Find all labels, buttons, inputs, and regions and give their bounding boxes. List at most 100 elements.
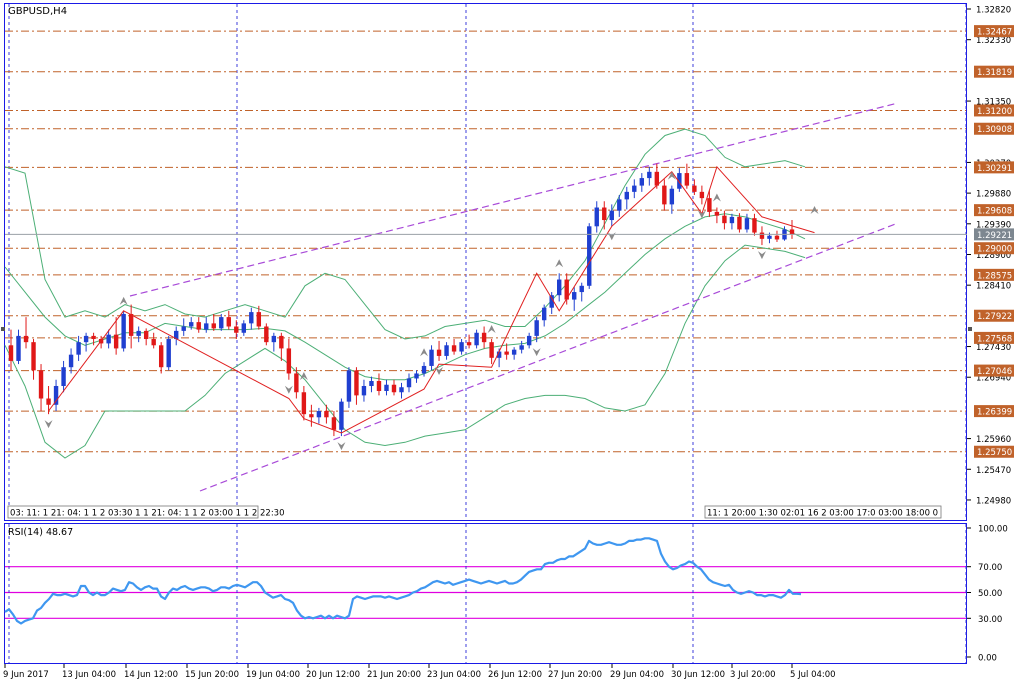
level-tag-bg xyxy=(974,268,1014,281)
candle xyxy=(504,343,509,360)
fractal-up-icon xyxy=(299,371,308,380)
fractal-down-icon xyxy=(757,251,766,260)
candle xyxy=(31,339,36,380)
candle-body xyxy=(256,312,262,327)
candle xyxy=(647,166,652,186)
candle xyxy=(669,185,675,214)
level-tag-label: 1.27922 xyxy=(977,312,1012,322)
candle-body xyxy=(609,210,614,221)
candle-body xyxy=(271,335,277,343)
candle-body xyxy=(23,335,29,343)
candle-body xyxy=(639,178,645,186)
candle xyxy=(211,313,216,331)
candle-body xyxy=(324,411,329,418)
candle xyxy=(331,411,337,437)
candle xyxy=(714,207,720,224)
candle-body xyxy=(602,207,607,221)
candle xyxy=(256,305,262,330)
candle xyxy=(737,213,742,233)
x-tick-label: 21 Jun 20:00 xyxy=(367,670,421,680)
candle xyxy=(654,163,660,189)
candle-body xyxy=(391,384,397,393)
y-tick-label: 1.25960 xyxy=(976,435,1011,445)
candle-body xyxy=(714,211,720,216)
price-axis: 1.328201.323301.313501.303701.298801.293… xyxy=(967,6,1014,506)
level-tag-label: 1.30291 xyxy=(977,164,1012,174)
candle xyxy=(166,335,171,371)
x-tick-label: 3 Jul 20:00 xyxy=(730,670,776,680)
rsi-y-tick-label: 0.00 xyxy=(978,654,997,664)
candle-body xyxy=(279,335,284,349)
candle-body xyxy=(549,295,554,308)
candle xyxy=(572,287,577,311)
candle-body xyxy=(436,349,442,356)
time-axis: 9 Jun 2017 13 Jun 04:00 14 Jun 12:00 15 Jun… xyxy=(3,664,836,680)
candle xyxy=(158,342,164,374)
candle xyxy=(23,317,29,349)
candle-body xyxy=(189,322,194,327)
candle xyxy=(444,342,449,360)
level-tag-label: 1.32467 xyxy=(977,28,1012,38)
channel-lower-line xyxy=(199,222,899,492)
candle-body xyxy=(421,365,427,374)
y-tick-label: 1.25470 xyxy=(976,466,1011,476)
candle xyxy=(361,379,367,402)
candle-body xyxy=(466,342,472,346)
candle-body xyxy=(376,380,382,391)
fractal-down-icon xyxy=(532,348,541,357)
candle-body xyxy=(174,330,179,340)
candle-body xyxy=(369,380,374,386)
candle xyxy=(128,304,134,349)
x-tick-label: 9 Jun 2017 xyxy=(3,670,49,680)
level-tag-bg xyxy=(974,65,1014,78)
level-tag-label: 1.31819 xyxy=(977,68,1012,78)
candle xyxy=(684,163,690,189)
fractal-down-icon xyxy=(44,420,53,429)
candle xyxy=(759,226,765,246)
candle xyxy=(136,326,141,343)
level-price-tag: 1.26399 xyxy=(974,405,1014,418)
candle-body xyxy=(406,378,412,388)
candle-body xyxy=(572,292,577,300)
candle xyxy=(376,373,382,396)
candle xyxy=(421,362,427,377)
candle xyxy=(354,367,359,405)
x-tick-label: 5 Jul 04:00 xyxy=(790,670,836,680)
current-price-tag: 1.29221 xyxy=(974,228,1014,241)
y-tick-label: 1.32330 xyxy=(976,36,1011,46)
candle-body xyxy=(684,173,690,186)
candle xyxy=(699,185,705,205)
candle xyxy=(83,332,89,352)
candle-body xyxy=(541,307,547,321)
current-price-label: 1.29221 xyxy=(977,231,1012,241)
candle xyxy=(526,332,532,349)
candle xyxy=(106,329,111,349)
candle xyxy=(594,201,599,233)
candle xyxy=(662,179,667,211)
price-panel-frame xyxy=(4,3,967,521)
y-tick-label: 1.29390 xyxy=(976,220,1011,230)
candle xyxy=(624,186,629,210)
candle xyxy=(729,213,735,230)
candle-body xyxy=(557,279,562,296)
candle-body xyxy=(53,385,59,405)
candle-body xyxy=(286,348,292,374)
candle-body xyxy=(624,191,629,200)
chart-title: GBPUSD,H4 xyxy=(8,6,67,17)
fractal-up-icon xyxy=(420,348,429,357)
fractal-up-icon xyxy=(712,193,721,202)
candle-body xyxy=(579,285,584,293)
fractals xyxy=(44,171,819,451)
candle xyxy=(609,204,614,227)
candle-body xyxy=(414,373,419,379)
candles xyxy=(8,163,795,437)
candle-body xyxy=(249,312,254,324)
candle-body xyxy=(774,235,780,240)
time-overlap-left-text: 03: 11: 1 21: 04: 1 1 2 03:30 1 1 21: 04… xyxy=(10,509,285,519)
level-tag-label: 1.28575 xyxy=(977,271,1012,281)
candle xyxy=(707,190,712,217)
candle-body xyxy=(61,367,66,386)
candle-body xyxy=(106,334,111,344)
candle-body xyxy=(399,387,404,393)
candle-body xyxy=(46,398,51,405)
